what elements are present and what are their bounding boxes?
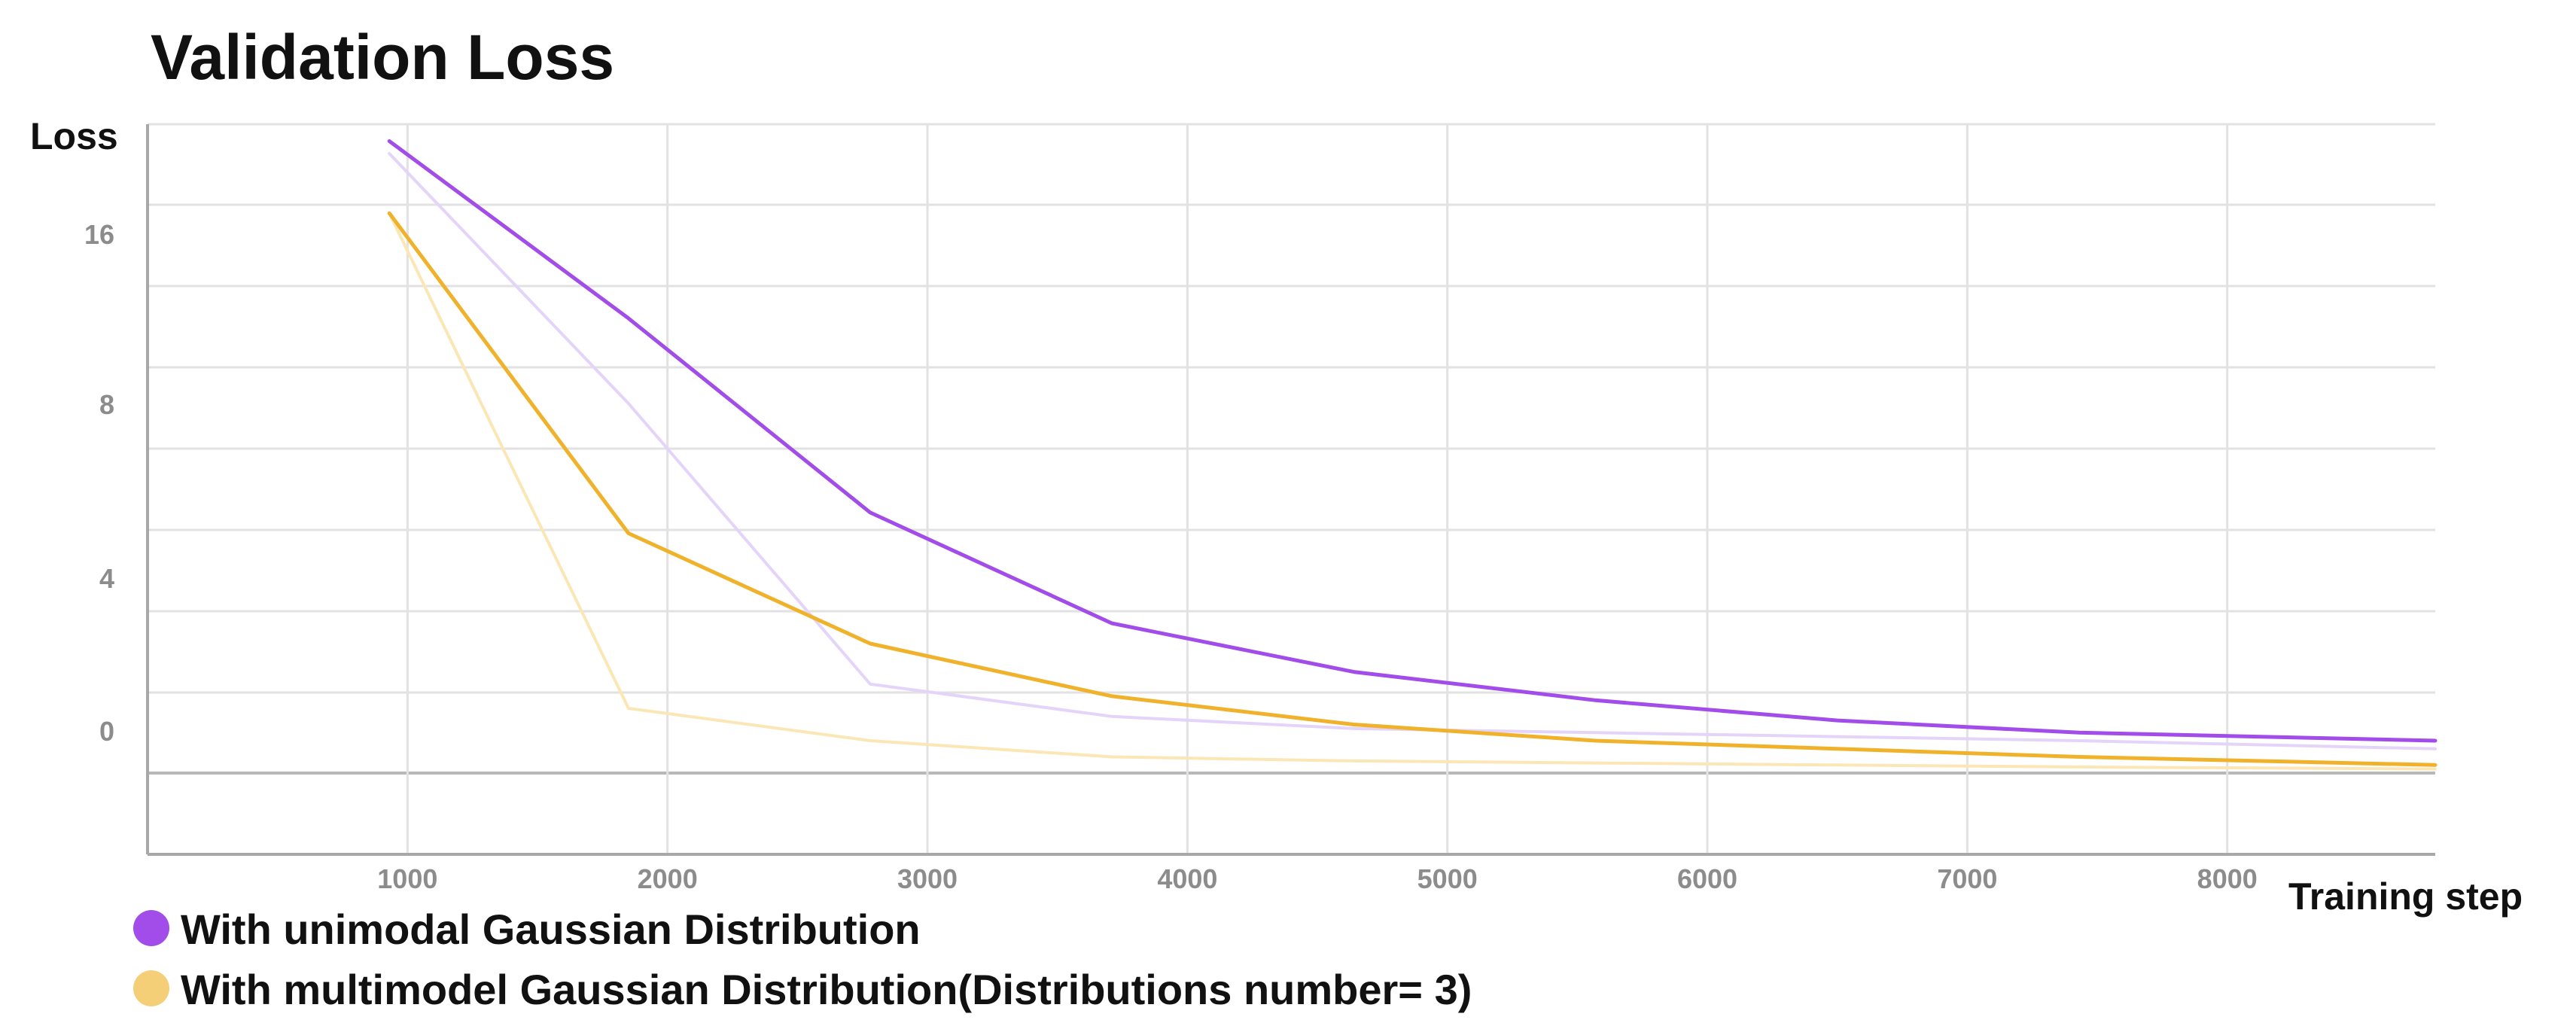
series-line-2: [388, 152, 2437, 750]
x-tick-label-1000: 1000: [377, 863, 437, 894]
series-line-0: [387, 139, 2437, 743]
legend-label-unimodal: With unimodal Gaussian Distribution: [181, 906, 921, 953]
chart-title: Validation Loss: [151, 22, 614, 93]
y-axis-label: Loss: [30, 115, 118, 157]
grid-layer: [148, 123, 2435, 856]
y-tick-label-16: 16: [84, 219, 114, 250]
x-axis-label: Training step: [2288, 875, 2523, 918]
x-tick-label-2000: 2000: [638, 863, 698, 894]
legend-label-multimodel: With multimodel Gaussian Distribution(Di…: [181, 966, 1472, 1013]
y-tick-label-8: 8: [99, 389, 114, 420]
x-tick-label-4000: 4000: [1157, 863, 1217, 894]
series-line-1: [387, 211, 2437, 767]
legend-marker-multimodel: [133, 970, 169, 1006]
tick-layer: 1000 2000 3000 4000 5000 6000 7000 8000 0 4 8 16: [84, 219, 2258, 894]
text-layer: Validation Loss Loss Training step: [30, 22, 2523, 918]
x-tick-label-7000: 7000: [1937, 863, 1997, 894]
x-tick-label-8000: 8000: [2197, 863, 2258, 894]
y-tick-label-4: 4: [99, 563, 114, 594]
x-tick-label-3000: 3000: [897, 863, 958, 894]
series-line-3: [388, 212, 2437, 771]
x-tick-label-5000: 5000: [1417, 863, 1478, 894]
series-layer: [387, 139, 2437, 771]
axis-layer: [146, 124, 2435, 856]
y-tick-label-0: 0: [99, 716, 114, 747]
legend-marker-unimodal: [133, 910, 169, 946]
x-tick-label-6000: 6000: [1677, 863, 1737, 894]
legend: With unimodal Gaussian Distribution With…: [133, 906, 1472, 1013]
